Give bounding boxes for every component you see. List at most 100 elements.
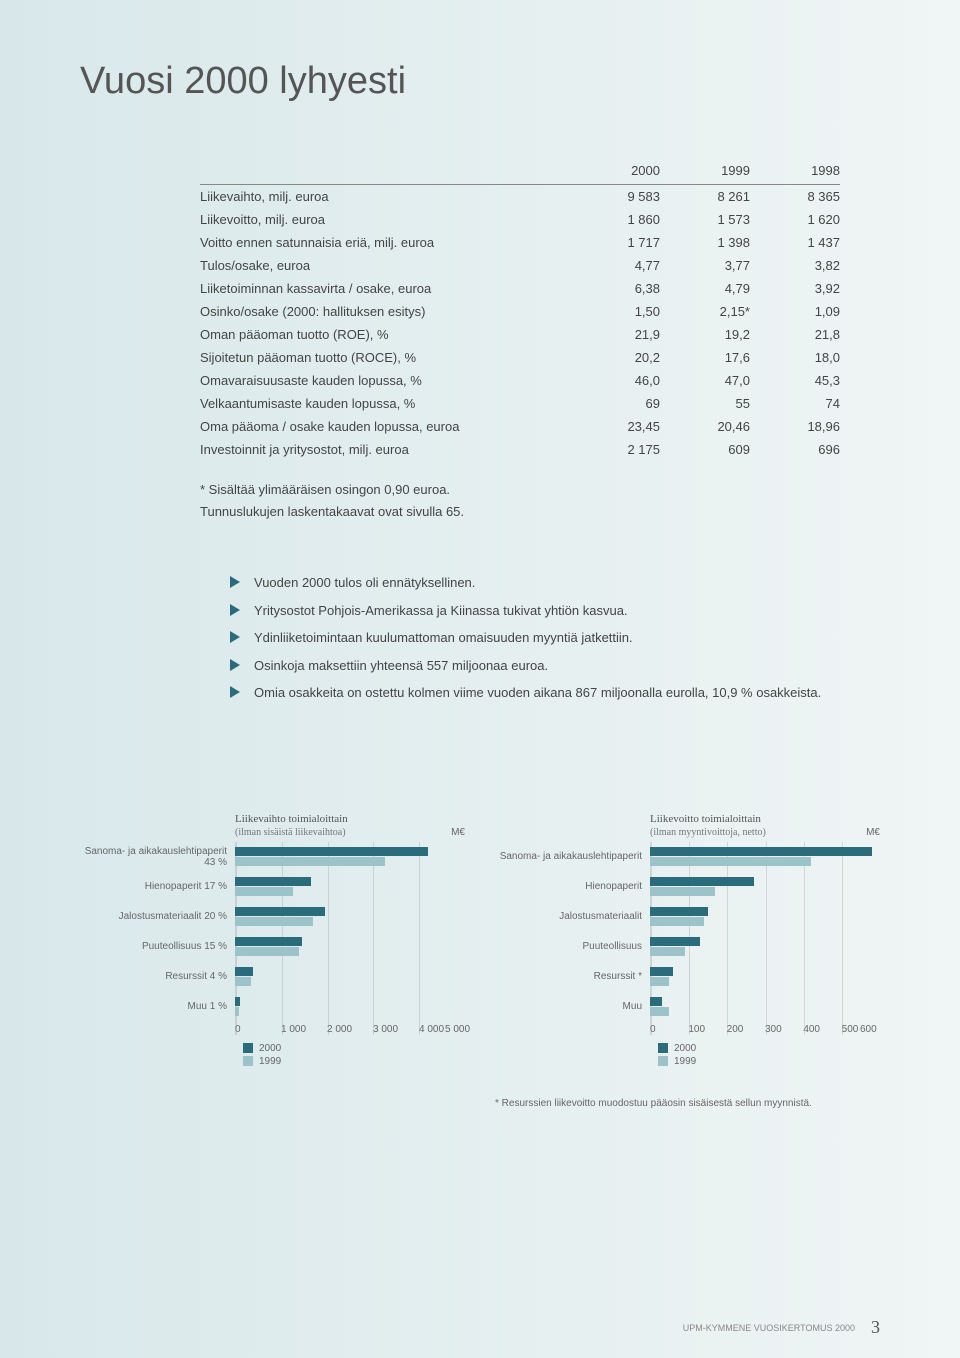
table-row: Liiketoiminnan kassavirta / osake, euroa… xyxy=(200,277,840,300)
footer: UPM-KYMMENE VUOSIKERTOMUS 2000 3 xyxy=(683,1317,880,1338)
table-row: Oma pääoma / osake kauden lopussa, euroa… xyxy=(200,415,840,438)
bar-group xyxy=(235,872,465,902)
legend-swatch xyxy=(243,1043,253,1053)
row-val: 18,96 xyxy=(750,419,840,434)
row-val: 609 xyxy=(660,442,750,457)
bar xyxy=(235,877,311,886)
chart2-title: Liikevoitto toimialoittain xyxy=(650,813,880,825)
chart-category-label: Hienopaperit xyxy=(495,872,642,902)
note-1: * Sisältää ylimääräisen osingon 0,90 eur… xyxy=(200,479,880,501)
triangle-icon xyxy=(230,686,240,698)
row-val: 1,09 xyxy=(750,304,840,319)
bar xyxy=(235,937,302,946)
row-val: 23,45 xyxy=(570,419,660,434)
x-tick: 0 xyxy=(235,1024,281,1035)
chart-category-label: Puuteollisuus xyxy=(495,932,642,962)
row-val: 4,77 xyxy=(570,258,660,273)
x-tick: 400 xyxy=(803,1024,841,1035)
bar xyxy=(650,857,811,866)
row-label: Velkaantumisaste kauden lopussa, % xyxy=(200,396,570,411)
bar xyxy=(650,1007,669,1016)
bullet-text: Yritysostot Pohjois-Amerikassa ja Kiinas… xyxy=(254,601,628,621)
row-label: Tulos/osake, euroa xyxy=(200,258,570,273)
bar xyxy=(235,857,385,866)
bar-group xyxy=(235,842,465,872)
row-label: Osinko/osake (2000: hallituksen esitys) xyxy=(200,304,570,319)
table-notes: * Sisältää ylimääräisen osingon 0,90 eur… xyxy=(200,479,880,523)
bar xyxy=(650,977,669,986)
bar-group xyxy=(650,872,880,902)
row-val: 45,3 xyxy=(750,373,840,388)
header-1999: 1999 xyxy=(660,163,750,178)
bar xyxy=(235,847,428,856)
row-val: 2 175 xyxy=(570,442,660,457)
table-row: Sijoitetun pääoman tuotto (ROCE), % 20,2… xyxy=(200,346,840,369)
chart-liikevaihto: Liikevaihto toimialoittain (ilman sisäis… xyxy=(80,813,465,1111)
chart2-footnote: * Resurssien liikevoitto muodostuu pääos… xyxy=(495,1097,880,1111)
legend-swatch xyxy=(243,1056,253,1066)
bar xyxy=(235,977,251,986)
legend-swatch xyxy=(658,1043,668,1053)
bar xyxy=(650,887,715,896)
bar-group xyxy=(235,902,465,932)
triangle-icon xyxy=(230,631,240,643)
row-val: 17,6 xyxy=(660,350,750,365)
chart-category-label: Sanoma- ja aikakauslehtipaperit xyxy=(495,842,642,872)
row-val: 3,77 xyxy=(660,258,750,273)
row-val: 74 xyxy=(750,396,840,411)
table-header: 2000 1999 1998 xyxy=(200,163,840,185)
bullet-text: Osinkoja maksettiin yhteensä 557 miljoon… xyxy=(254,656,548,676)
x-tick: 0 xyxy=(650,1024,688,1035)
triangle-icon xyxy=(230,576,240,588)
page-number: 3 xyxy=(871,1317,880,1338)
bar xyxy=(650,917,704,926)
bar-group xyxy=(235,932,465,962)
row-val: 4,79 xyxy=(660,281,750,296)
row-val: 1 717 xyxy=(570,235,660,250)
table-row: Liikevaihto, milj. euroa 9 583 8 261 8 3… xyxy=(200,185,840,208)
table-row: Voitto ennen satunnaisia eriä, milj. eur… xyxy=(200,231,840,254)
row-val: 19,2 xyxy=(660,327,750,342)
bar xyxy=(235,997,240,1006)
x-tick: 100 xyxy=(688,1024,726,1035)
chart-category-label: Muu 1 % xyxy=(80,992,227,1022)
chart-category-label: Jalostusmateriaalit 20 % xyxy=(80,902,227,932)
triangle-icon xyxy=(230,659,240,671)
row-val: 47,0 xyxy=(660,373,750,388)
bar-group xyxy=(235,962,465,992)
chart-category-label: Jalostusmateriaalit xyxy=(495,902,642,932)
row-label: Voitto ennen satunnaisia eriä, milj. eur… xyxy=(200,235,570,250)
table-row: Liikevoitto, milj. euroa 1 860 1 573 1 6… xyxy=(200,208,840,231)
x-tick: 2 000 xyxy=(327,1024,373,1035)
legend-label: 2000 xyxy=(674,1043,696,1054)
bullet-text: Omia osakkeita on ostettu kolmen viime v… xyxy=(254,683,821,703)
table-row: Omavaraisuusaste kauden lopussa, % 46,0 … xyxy=(200,369,840,392)
x-tick: 200 xyxy=(727,1024,765,1035)
row-label: Liiketoiminnan kassavirta / osake, euroa xyxy=(200,281,570,296)
row-val: 1 860 xyxy=(570,212,660,227)
chart-category-label: Hienopaperit 17 % xyxy=(80,872,227,902)
row-label: Oma pääoma / osake kauden lopussa, euroa xyxy=(200,419,570,434)
bullet-text: Vuoden 2000 tulos oli ennätyksellinen. xyxy=(254,573,475,593)
page-title: Vuosi 2000 lyhyesti xyxy=(80,60,880,103)
bar xyxy=(650,937,700,946)
bar-group xyxy=(650,992,880,1022)
legend-label: 1999 xyxy=(259,1056,281,1067)
chart2-subtitle: (ilman myyntivoittoja, netto) xyxy=(650,827,766,838)
table-row: Osinko/osake (2000: hallituksen esitys) … xyxy=(200,300,840,323)
chart1-unit: M€ xyxy=(451,827,465,838)
chart1-subtitle: (ilman sisäistä liikevaihtoa) xyxy=(235,827,346,838)
row-val: 46,0 xyxy=(570,373,660,388)
bar xyxy=(650,847,872,856)
note-2: Tunnuslukujen laskentakaavat ovat sivull… xyxy=(200,501,880,523)
bullet-text: Ydinliiketoimintaan kuulumattoman omaisu… xyxy=(254,628,633,648)
row-val: 18,0 xyxy=(750,350,840,365)
bar xyxy=(235,947,299,956)
legend-label: 2000 xyxy=(259,1043,281,1054)
row-val: 8 365 xyxy=(750,189,840,204)
triangle-icon xyxy=(230,604,240,616)
row-val: 55 xyxy=(660,396,750,411)
row-val: 20,46 xyxy=(660,419,750,434)
row-label: Liikevoitto, milj. euroa xyxy=(200,212,570,227)
bar-group xyxy=(650,932,880,962)
